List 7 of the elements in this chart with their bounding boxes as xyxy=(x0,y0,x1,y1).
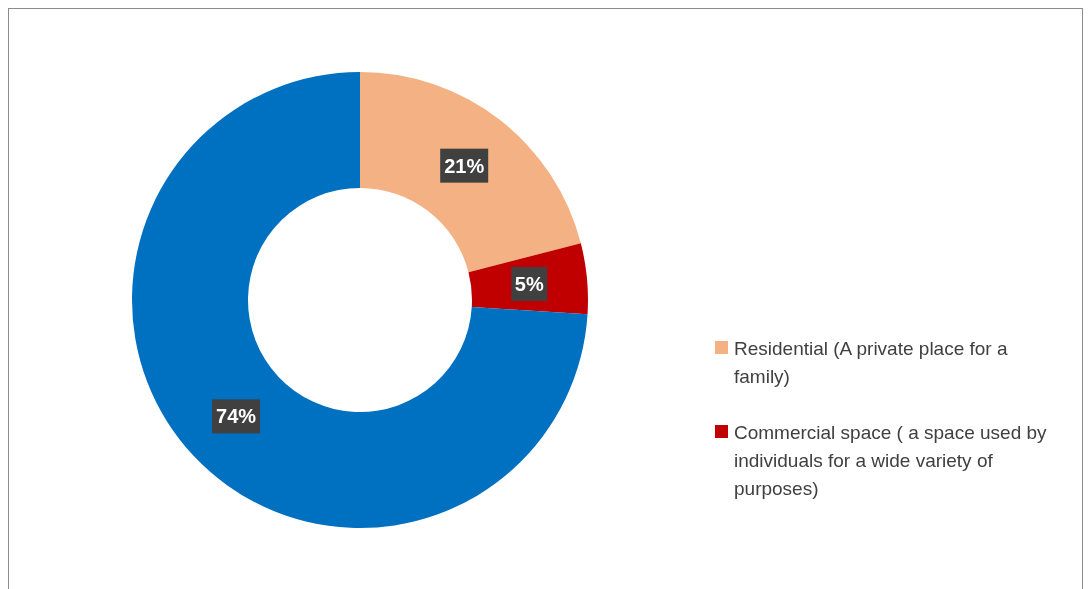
data-label: 5% xyxy=(514,273,544,295)
legend-label: Residential (A private place for a family) xyxy=(734,337,1008,387)
legend-label: Commercial space ( a space used by individuals for a wide variety of purposes) xyxy=(734,421,1048,499)
donut-slice xyxy=(360,72,581,273)
data-label: 21% xyxy=(444,154,485,177)
donut-slice xyxy=(132,72,588,528)
data-label: 74% xyxy=(216,405,257,428)
